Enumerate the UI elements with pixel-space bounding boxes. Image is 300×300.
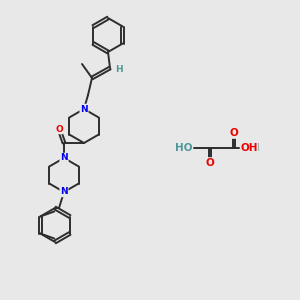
Text: OH: OH <box>240 143 258 153</box>
Text: N: N <box>60 154 68 163</box>
Text: O: O <box>55 124 63 134</box>
Text: O: O <box>230 128 238 138</box>
Text: O: O <box>206 158 214 168</box>
Text: N: N <box>60 188 68 196</box>
Text: H: H <box>115 64 123 74</box>
Text: N: N <box>80 104 88 113</box>
Text: HO: HO <box>176 143 193 153</box>
Text: H: H <box>251 143 260 153</box>
